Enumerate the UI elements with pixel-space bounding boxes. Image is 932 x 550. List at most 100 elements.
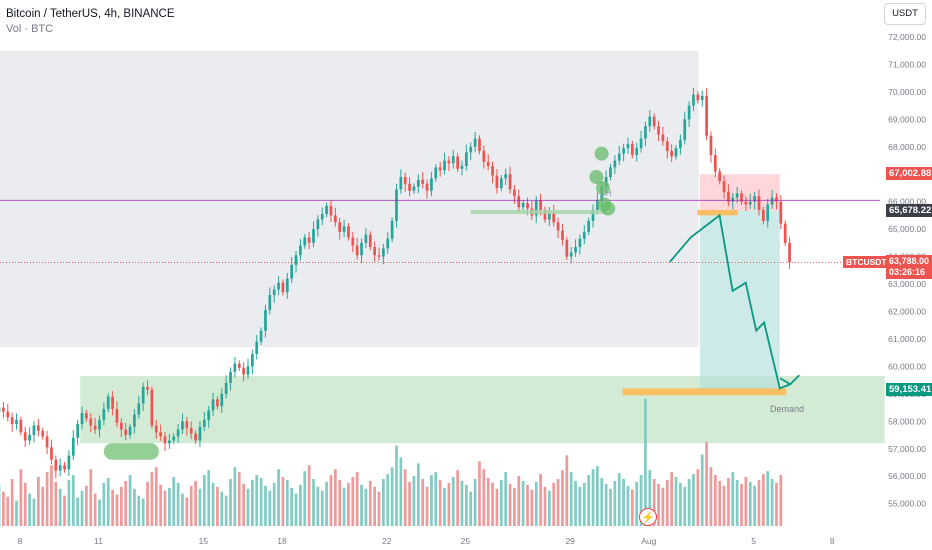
volume-bar bbox=[713, 475, 717, 526]
volume-bar bbox=[342, 487, 346, 526]
volume-bar bbox=[251, 479, 254, 526]
volume-bar bbox=[360, 484, 363, 526]
volume-bar bbox=[242, 483, 245, 526]
symbol-tag: BTCUSDT bbox=[843, 256, 890, 268]
volume-bar bbox=[307, 465, 311, 526]
volume-bar bbox=[80, 490, 84, 526]
candle-body bbox=[473, 138, 477, 147]
candle-body bbox=[146, 386, 149, 390]
volume-bar bbox=[76, 497, 80, 526]
green-marker-top bbox=[470, 209, 607, 215]
time-tick-label: 5 bbox=[751, 536, 756, 546]
candle-body bbox=[652, 116, 656, 127]
volume-bar bbox=[246, 488, 250, 526]
candle-body bbox=[692, 94, 695, 106]
volume-bar bbox=[530, 489, 534, 526]
candle-body bbox=[412, 186, 416, 191]
candle-body bbox=[294, 255, 298, 265]
volume-bar bbox=[176, 482, 180, 526]
candle-body bbox=[102, 408, 106, 420]
candle-body bbox=[508, 174, 512, 190]
candle-body bbox=[63, 465, 66, 470]
candle-body bbox=[36, 425, 40, 431]
volume-bar bbox=[23, 482, 27, 526]
volume-bar bbox=[347, 482, 350, 526]
volume-bar bbox=[259, 477, 263, 526]
candle-body bbox=[757, 196, 761, 210]
lightning-icon[interactable]: ⚡ bbox=[639, 508, 657, 526]
candle-body bbox=[347, 226, 350, 238]
candle-body bbox=[565, 240, 569, 257]
volume-bar bbox=[264, 485, 267, 526]
volume-bar bbox=[111, 489, 114, 526]
volume-bar bbox=[556, 478, 560, 526]
volume-bar bbox=[574, 480, 577, 526]
volume-bar bbox=[224, 495, 228, 526]
candle-body bbox=[399, 176, 403, 190]
candle-body bbox=[491, 166, 494, 176]
volume-bar bbox=[460, 480, 464, 526]
candle-body bbox=[373, 246, 377, 256]
candle-body bbox=[622, 148, 625, 154]
price-tick-label: 55,000.00 bbox=[888, 499, 926, 509]
candle-body bbox=[377, 255, 381, 257]
candle-body bbox=[172, 436, 176, 441]
candle-body bbox=[469, 146, 473, 153]
candle-body bbox=[93, 425, 97, 430]
candle-body bbox=[465, 152, 468, 167]
price-tick-label: 58,000.00 bbox=[888, 416, 926, 426]
highlight-circle bbox=[595, 180, 610, 195]
volume-bar bbox=[15, 500, 18, 526]
time-tick-label: 11 bbox=[94, 536, 103, 546]
currency-button[interactable]: USDT bbox=[884, 3, 926, 25]
candle-body bbox=[23, 432, 27, 441]
volume-bar bbox=[692, 474, 695, 526]
candle-body bbox=[569, 252, 573, 257]
time-tick-label: 15 bbox=[199, 536, 209, 546]
candle-body bbox=[19, 419, 23, 433]
candle-body bbox=[202, 419, 206, 427]
candle-body bbox=[355, 245, 359, 256]
volume-bar bbox=[543, 486, 547, 526]
candle-body bbox=[727, 192, 730, 202]
candle-body bbox=[408, 183, 411, 191]
volume-bar bbox=[85, 485, 88, 526]
zones-layer bbox=[0, 50, 885, 444]
candle-body bbox=[54, 459, 58, 471]
volume-bar bbox=[382, 478, 385, 526]
candle-body bbox=[635, 148, 639, 156]
volume-bar bbox=[154, 467, 158, 526]
candle-body bbox=[430, 178, 433, 191]
volume-bar bbox=[748, 481, 752, 526]
volume-bar bbox=[727, 477, 730, 526]
candle-body bbox=[137, 403, 141, 415]
candle-body bbox=[229, 371, 232, 383]
candle-body bbox=[416, 179, 420, 187]
candle-body bbox=[499, 178, 503, 188]
volume-bar bbox=[45, 472, 49, 526]
volume-bar bbox=[635, 481, 639, 526]
candle-body bbox=[194, 433, 197, 441]
entry-price-tag: 65,678.22 bbox=[886, 204, 932, 217]
candle-body bbox=[661, 134, 665, 142]
time-tick-label: 22 bbox=[382, 536, 392, 546]
volume-bar bbox=[285, 479, 289, 526]
candle-body bbox=[674, 148, 678, 157]
volume-bar bbox=[146, 481, 149, 526]
candle-body bbox=[713, 155, 717, 172]
volume-bar bbox=[351, 477, 355, 526]
volume-bar bbox=[456, 470, 459, 526]
candle-body bbox=[290, 264, 294, 279]
candle-body bbox=[521, 203, 525, 208]
volume-bar bbox=[735, 479, 739, 526]
price-tick-label: 57,000.00 bbox=[888, 444, 926, 454]
candle-body bbox=[207, 410, 211, 420]
candle-body bbox=[556, 222, 560, 231]
volume-bar bbox=[207, 470, 211, 526]
candle-body bbox=[176, 429, 180, 437]
price-tick-label: 60,000.00 bbox=[888, 361, 926, 371]
candle-body bbox=[783, 223, 787, 243]
candle-body bbox=[547, 212, 551, 220]
time-tick-label: 8 bbox=[18, 536, 23, 546]
